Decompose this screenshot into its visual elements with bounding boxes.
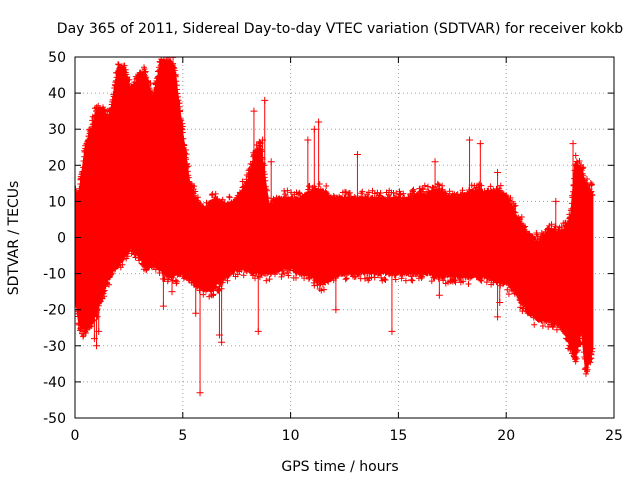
y-tick-label: 10	[48, 194, 66, 210]
outlier-point	[353, 150, 361, 158]
outlier-point	[95, 327, 103, 335]
outlier-point	[304, 136, 312, 144]
ticks: 0 5 10 15 20 25 -50 -40 -30 -20 -10 0 10 20 30 40 50	[43, 50, 623, 444]
outlier-point	[435, 291, 443, 299]
x-tick-label: 0	[71, 428, 80, 444]
y-tick-label: -50	[43, 411, 66, 427]
outlier-point	[494, 313, 502, 321]
outlier-point	[552, 197, 560, 205]
outlier-point	[388, 327, 396, 335]
data-layer	[75, 57, 596, 397]
outlier-point	[259, 136, 267, 144]
outlier-point	[159, 302, 167, 310]
y-tick-label: -20	[43, 303, 66, 319]
y-tick-label: -30	[43, 339, 66, 355]
outlier-point	[196, 389, 204, 397]
data-markers	[75, 57, 596, 377]
y-tick-label: 20	[48, 158, 66, 174]
outlier-point	[494, 169, 502, 177]
y-axis-title: SDTVAR / TECUs	[6, 181, 22, 296]
y-tick-label: -40	[43, 375, 66, 391]
x-tick-label: 15	[389, 428, 407, 444]
y-tick-label: 30	[48, 122, 66, 138]
y-tick-label: -10	[43, 267, 66, 283]
outlier-point	[261, 96, 269, 104]
outlier-point	[254, 327, 262, 335]
x-axis-title: GPS time / hours	[281, 459, 398, 475]
outlier-point	[476, 140, 484, 148]
outlier-point	[192, 309, 200, 317]
outlier-point	[466, 136, 474, 144]
y-tick-label: 40	[48, 86, 66, 102]
outlier-point	[218, 338, 226, 346]
outlier-point	[315, 118, 323, 126]
x-tick-label: 10	[282, 428, 300, 444]
x-tick-label: 5	[178, 428, 187, 444]
outlier-point	[310, 125, 318, 133]
outlier-point	[168, 288, 176, 296]
outlier-point	[250, 107, 258, 115]
outlier-point	[267, 158, 275, 166]
outlier-point	[332, 306, 340, 314]
outlier-point	[569, 140, 577, 148]
outlier-point	[502, 194, 510, 202]
x-tick-label: 20	[497, 428, 515, 444]
x-tick-label: 25	[605, 428, 623, 444]
outlier-point	[431, 158, 439, 166]
y-tick-label: 50	[48, 50, 66, 66]
chart-title: Day 365 of 2011, Sidereal Day-to-day VTE…	[57, 21, 623, 37]
outlier-point	[93, 342, 101, 350]
y-tick-label: 0	[57, 231, 66, 247]
